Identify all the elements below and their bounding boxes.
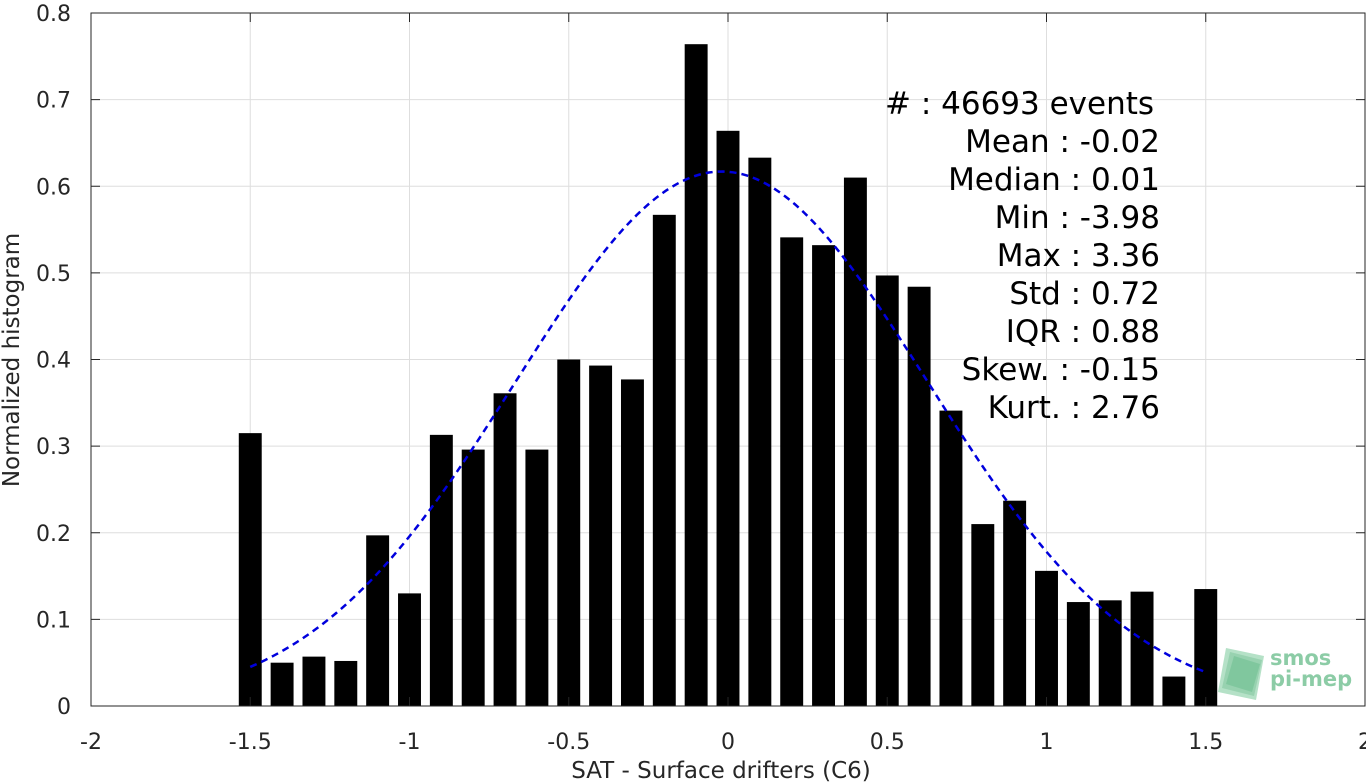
y-tick-label: 0 bbox=[57, 695, 71, 720]
histogram-bar bbox=[398, 593, 421, 706]
y-tick-label: 0.3 bbox=[36, 435, 71, 460]
histogram-bar bbox=[652, 214, 676, 706]
histogram-bar bbox=[1066, 602, 1090, 706]
x-tick-label: 0.5 bbox=[870, 730, 905, 755]
x-tick-label: 2 bbox=[1358, 730, 1366, 755]
logo-text-smos: smos bbox=[1270, 646, 1331, 670]
stat-annotation: Kurt. : 2.76 bbox=[988, 390, 1160, 426]
histogram-bar bbox=[1194, 589, 1218, 706]
y-tick-label: 0.2 bbox=[36, 522, 71, 547]
stat-annotation: # : 46693 events bbox=[885, 86, 1154, 122]
histogram-bar bbox=[429, 434, 453, 706]
x-tick-label: 1 bbox=[1040, 730, 1054, 755]
y-tick-label: 0.4 bbox=[36, 349, 71, 374]
histogram-bar bbox=[589, 365, 613, 706]
y-tick-labels: 0 0.1 0.2 0.3 0.4 0.5 0.6 0.7 0.8 bbox=[36, 2, 71, 720]
histogram-bar bbox=[270, 662, 294, 706]
histogram-bar bbox=[334, 660, 358, 706]
histogram-bar bbox=[875, 275, 899, 706]
logo-text-pi-mep: pi-mep bbox=[1270, 667, 1352, 691]
histogram-bar bbox=[557, 359, 581, 706]
x-tick-labels: -2 -1.5 -1 -0.5 0 0.5 1 1.5 2 bbox=[80, 730, 1366, 755]
histogram-bar bbox=[971, 524, 995, 706]
x-tick-label: 1.5 bbox=[1188, 730, 1223, 755]
stat-annotation: Skew. : -0.15 bbox=[962, 352, 1160, 388]
histogram-bar bbox=[493, 393, 517, 706]
y-tick-label: 0.6 bbox=[36, 175, 71, 200]
histogram-bar bbox=[812, 245, 836, 706]
x-tick-label: 0 bbox=[721, 730, 735, 755]
x-tick-label: -0.5 bbox=[547, 730, 590, 755]
histogram-bar bbox=[1130, 591, 1154, 706]
stat-annotation: IQR : 0.88 bbox=[1006, 314, 1160, 350]
histogram-bar bbox=[620, 379, 644, 706]
histogram-bar bbox=[939, 410, 963, 706]
histogram-bar bbox=[1003, 500, 1027, 706]
histogram-bar bbox=[461, 449, 485, 706]
y-tick-label: 0.5 bbox=[36, 262, 71, 287]
stat-annotation: Std : 0.72 bbox=[1009, 276, 1160, 312]
x-tick-label: -1 bbox=[399, 730, 421, 755]
x-tick-label: -1.5 bbox=[229, 730, 272, 755]
histogram-bar bbox=[907, 286, 931, 706]
y-tick-label: 0.1 bbox=[36, 608, 71, 633]
histogram-bar bbox=[525, 449, 549, 706]
stat-annotation: Max : 3.36 bbox=[997, 238, 1160, 274]
stat-annotation: Min : -3.98 bbox=[995, 200, 1160, 236]
y-tick-label: 0.8 bbox=[36, 2, 71, 27]
histogram-bar bbox=[1098, 600, 1122, 706]
logo-waves-icon bbox=[1218, 648, 1264, 700]
ticks bbox=[90, 12, 1366, 707]
bars bbox=[238, 44, 1218, 707]
histogram-bar bbox=[366, 535, 390, 706]
smos-pi-mep-logo: smos pi-mep bbox=[1218, 646, 1352, 700]
stat-annotation: Median : 0.01 bbox=[948, 162, 1160, 198]
x-axis-label: SAT - Surface drifters (C6) bbox=[571, 758, 871, 784]
histogram-bar bbox=[716, 130, 740, 706]
histogram-bar bbox=[843, 177, 867, 706]
histogram-bar bbox=[302, 656, 326, 706]
histogram-bar bbox=[684, 44, 708, 707]
histogram-bar bbox=[780, 237, 804, 706]
histogram-bar bbox=[748, 157, 772, 706]
histogram-bar bbox=[1035, 570, 1058, 706]
y-axis-label: Normalized histogram bbox=[0, 233, 25, 487]
histogram-bar bbox=[238, 433, 262, 706]
histogram-bar bbox=[1162, 676, 1186, 706]
y-tick-label: 0.7 bbox=[36, 89, 71, 114]
stat-annotation: Mean : -0.02 bbox=[965, 124, 1160, 160]
gaussian-fit-curve bbox=[249, 170, 1207, 674]
x-tick-label: -2 bbox=[80, 730, 102, 755]
